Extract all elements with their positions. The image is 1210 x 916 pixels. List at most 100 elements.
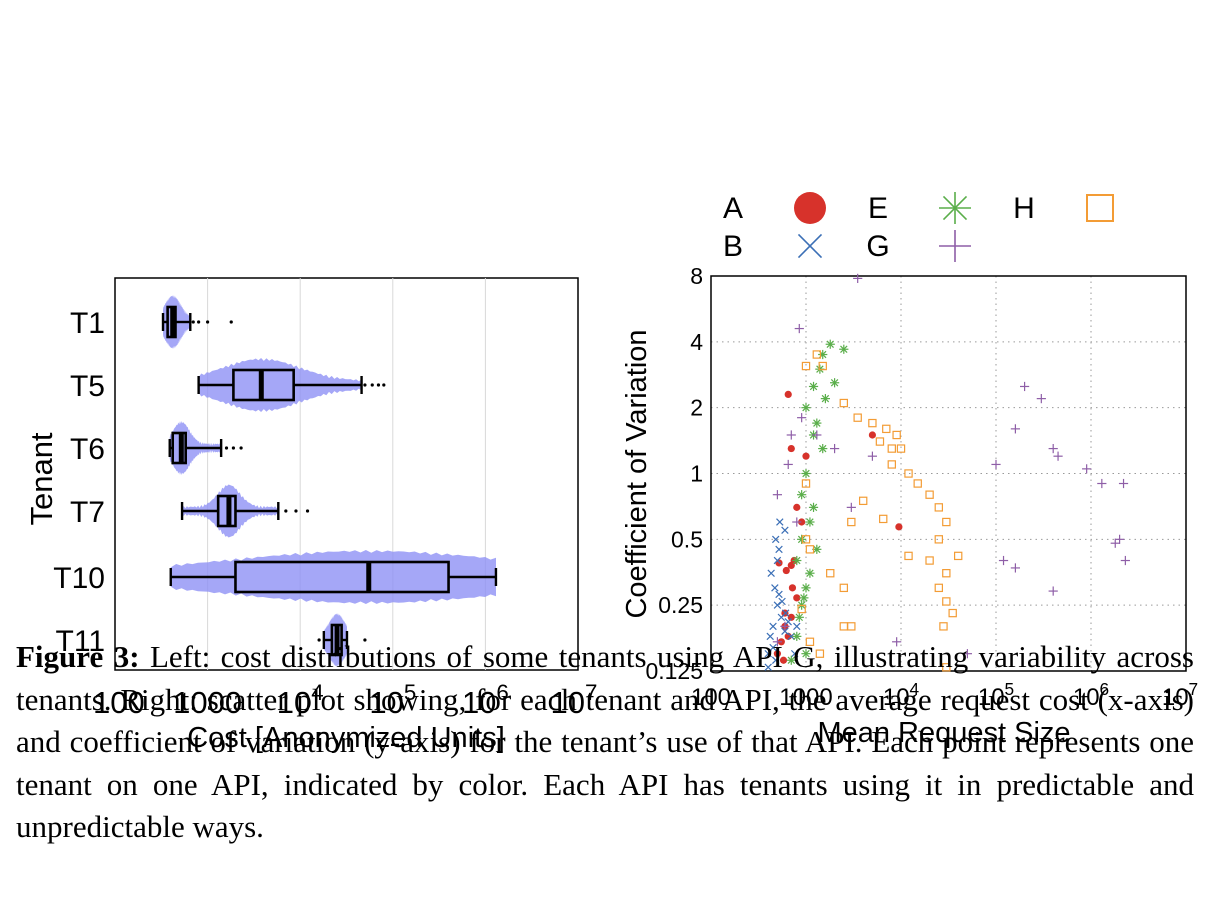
right-x-tick-1000: 1000 (779, 684, 832, 711)
point-E (839, 344, 849, 354)
point-G (794, 323, 804, 334)
legend-marker-B-stroke (797, 233, 823, 259)
right-y-tick-4: 4 (690, 329, 703, 355)
outlier-T5 (370, 383, 374, 387)
point-G (1110, 538, 1120, 548)
outlier-T11 (317, 638, 321, 642)
point-B-stroke (769, 643, 777, 652)
point-B-stroke (773, 556, 782, 565)
caption-label: Figure 3: (16, 639, 140, 674)
point-H (801, 479, 811, 488)
point-B-stroke (764, 663, 772, 672)
outlier-T6 (231, 446, 236, 450)
caption-text: Left: cost distributions of some tenants… (16, 639, 1194, 844)
tick-label-T10: T10 (53, 562, 105, 595)
left-boxes (161, 305, 498, 657)
point-G (780, 621, 790, 631)
point-E-stroke (821, 394, 830, 403)
point-E (797, 534, 807, 544)
point-B-stroke (775, 590, 783, 599)
point-E-stroke (830, 379, 839, 387)
outlier-T5 (376, 383, 381, 387)
point-G (998, 555, 1009, 566)
point-H (879, 514, 888, 524)
point-G (853, 273, 863, 284)
point-B-stroke (766, 632, 774, 641)
point-B (776, 518, 784, 526)
point-A (779, 656, 788, 664)
right-y-axis-label: Coefficient of Variation (621, 329, 653, 618)
point-E-stroke (806, 569, 814, 577)
point-H (925, 556, 934, 565)
right-x-tick-labels: 100 1000 104 105 106 107 (691, 679, 1198, 711)
point-B-stroke (781, 526, 789, 535)
point-E-stroke (800, 594, 808, 602)
outlier-T7 (305, 509, 310, 513)
point-A (802, 452, 810, 460)
point-H (801, 361, 811, 371)
outlier-T7 (284, 509, 288, 513)
point-H (913, 479, 922, 488)
point-B (787, 632, 796, 641)
legend-marker-E (939, 192, 971, 224)
point-G (1036, 394, 1046, 404)
legend-marker-G (939, 230, 971, 262)
point-G (792, 517, 802, 527)
point-A (787, 444, 795, 453)
left-y-tick-labels: T1 T5 T6 T7 T10 T11 (53, 307, 105, 658)
point-B (771, 535, 780, 544)
legend-marker-H (1086, 194, 1114, 222)
point-E (794, 612, 804, 622)
point-E (829, 378, 840, 388)
point-A (788, 584, 797, 592)
point-B-stroke (771, 584, 779, 592)
point-E-stroke (840, 345, 848, 353)
point-B (790, 649, 799, 658)
point-G (1097, 478, 1107, 489)
point-B-stroke (778, 597, 786, 606)
point-E (808, 502, 819, 512)
point-E-stroke (813, 419, 821, 427)
point-H (818, 361, 827, 371)
point-B (767, 569, 775, 577)
point-E-stroke (802, 584, 810, 592)
point-E-stroke (813, 545, 821, 554)
point-E-stroke (802, 403, 810, 412)
point-E-stroke (826, 340, 834, 348)
point-G (772, 490, 783, 500)
outlier-T1 (197, 320, 201, 324)
point-B (764, 663, 772, 672)
outlier-T1 (229, 320, 233, 324)
point-B-stroke (775, 545, 783, 554)
point-B (771, 584, 779, 592)
point-E (792, 631, 802, 641)
point-E (801, 403, 811, 413)
tick-label-T6: T6 (70, 433, 105, 466)
point-E (801, 583, 811, 593)
left-x-tick-10^5-exponent: 5 (404, 680, 416, 705)
left-x-tick-10^6-exponent: 6 (496, 680, 508, 705)
tick-label-T11: T11 (56, 625, 105, 658)
point-A (787, 613, 795, 621)
point-G (1010, 424, 1020, 434)
point-H (942, 517, 951, 527)
right-y-tick-0.5: 0.5 (671, 526, 703, 552)
point-E-stroke (809, 382, 818, 391)
point-B (769, 643, 777, 652)
point-E (820, 394, 830, 404)
right-y-tick-8: 8 (690, 263, 703, 289)
right-y-tick-2: 2 (690, 395, 703, 421)
left-x-tick-10^4-exponent: 4 (311, 680, 323, 705)
point-B-stroke (771, 535, 780, 544)
point-B-stroke (781, 627, 789, 635)
point-A (895, 523, 903, 531)
outlier-T1 (206, 320, 210, 324)
point-A (773, 650, 782, 658)
point-G (1053, 451, 1063, 461)
point-G (797, 413, 807, 423)
point-E-stroke (802, 469, 810, 478)
figure-caption: Figure 3: Left: cost distributions of so… (16, 636, 1194, 849)
point-E (825, 339, 835, 349)
point-B-stroke (790, 649, 799, 658)
